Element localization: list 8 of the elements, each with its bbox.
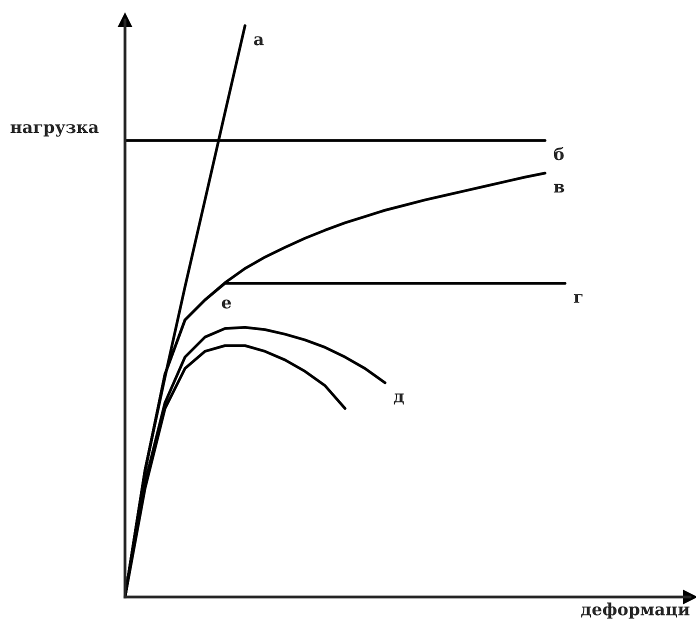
series-label: г: [574, 294, 582, 303]
x-axis-title: деформаци: [581, 602, 690, 619]
series-label: в: [554, 184, 564, 193]
series-label: б: [554, 147, 564, 160]
series-label: а: [254, 36, 264, 46]
series-label: д: [394, 394, 404, 405]
y-axis-title: нагрузка: [10, 124, 99, 137]
annotation: е: [222, 299, 231, 309]
